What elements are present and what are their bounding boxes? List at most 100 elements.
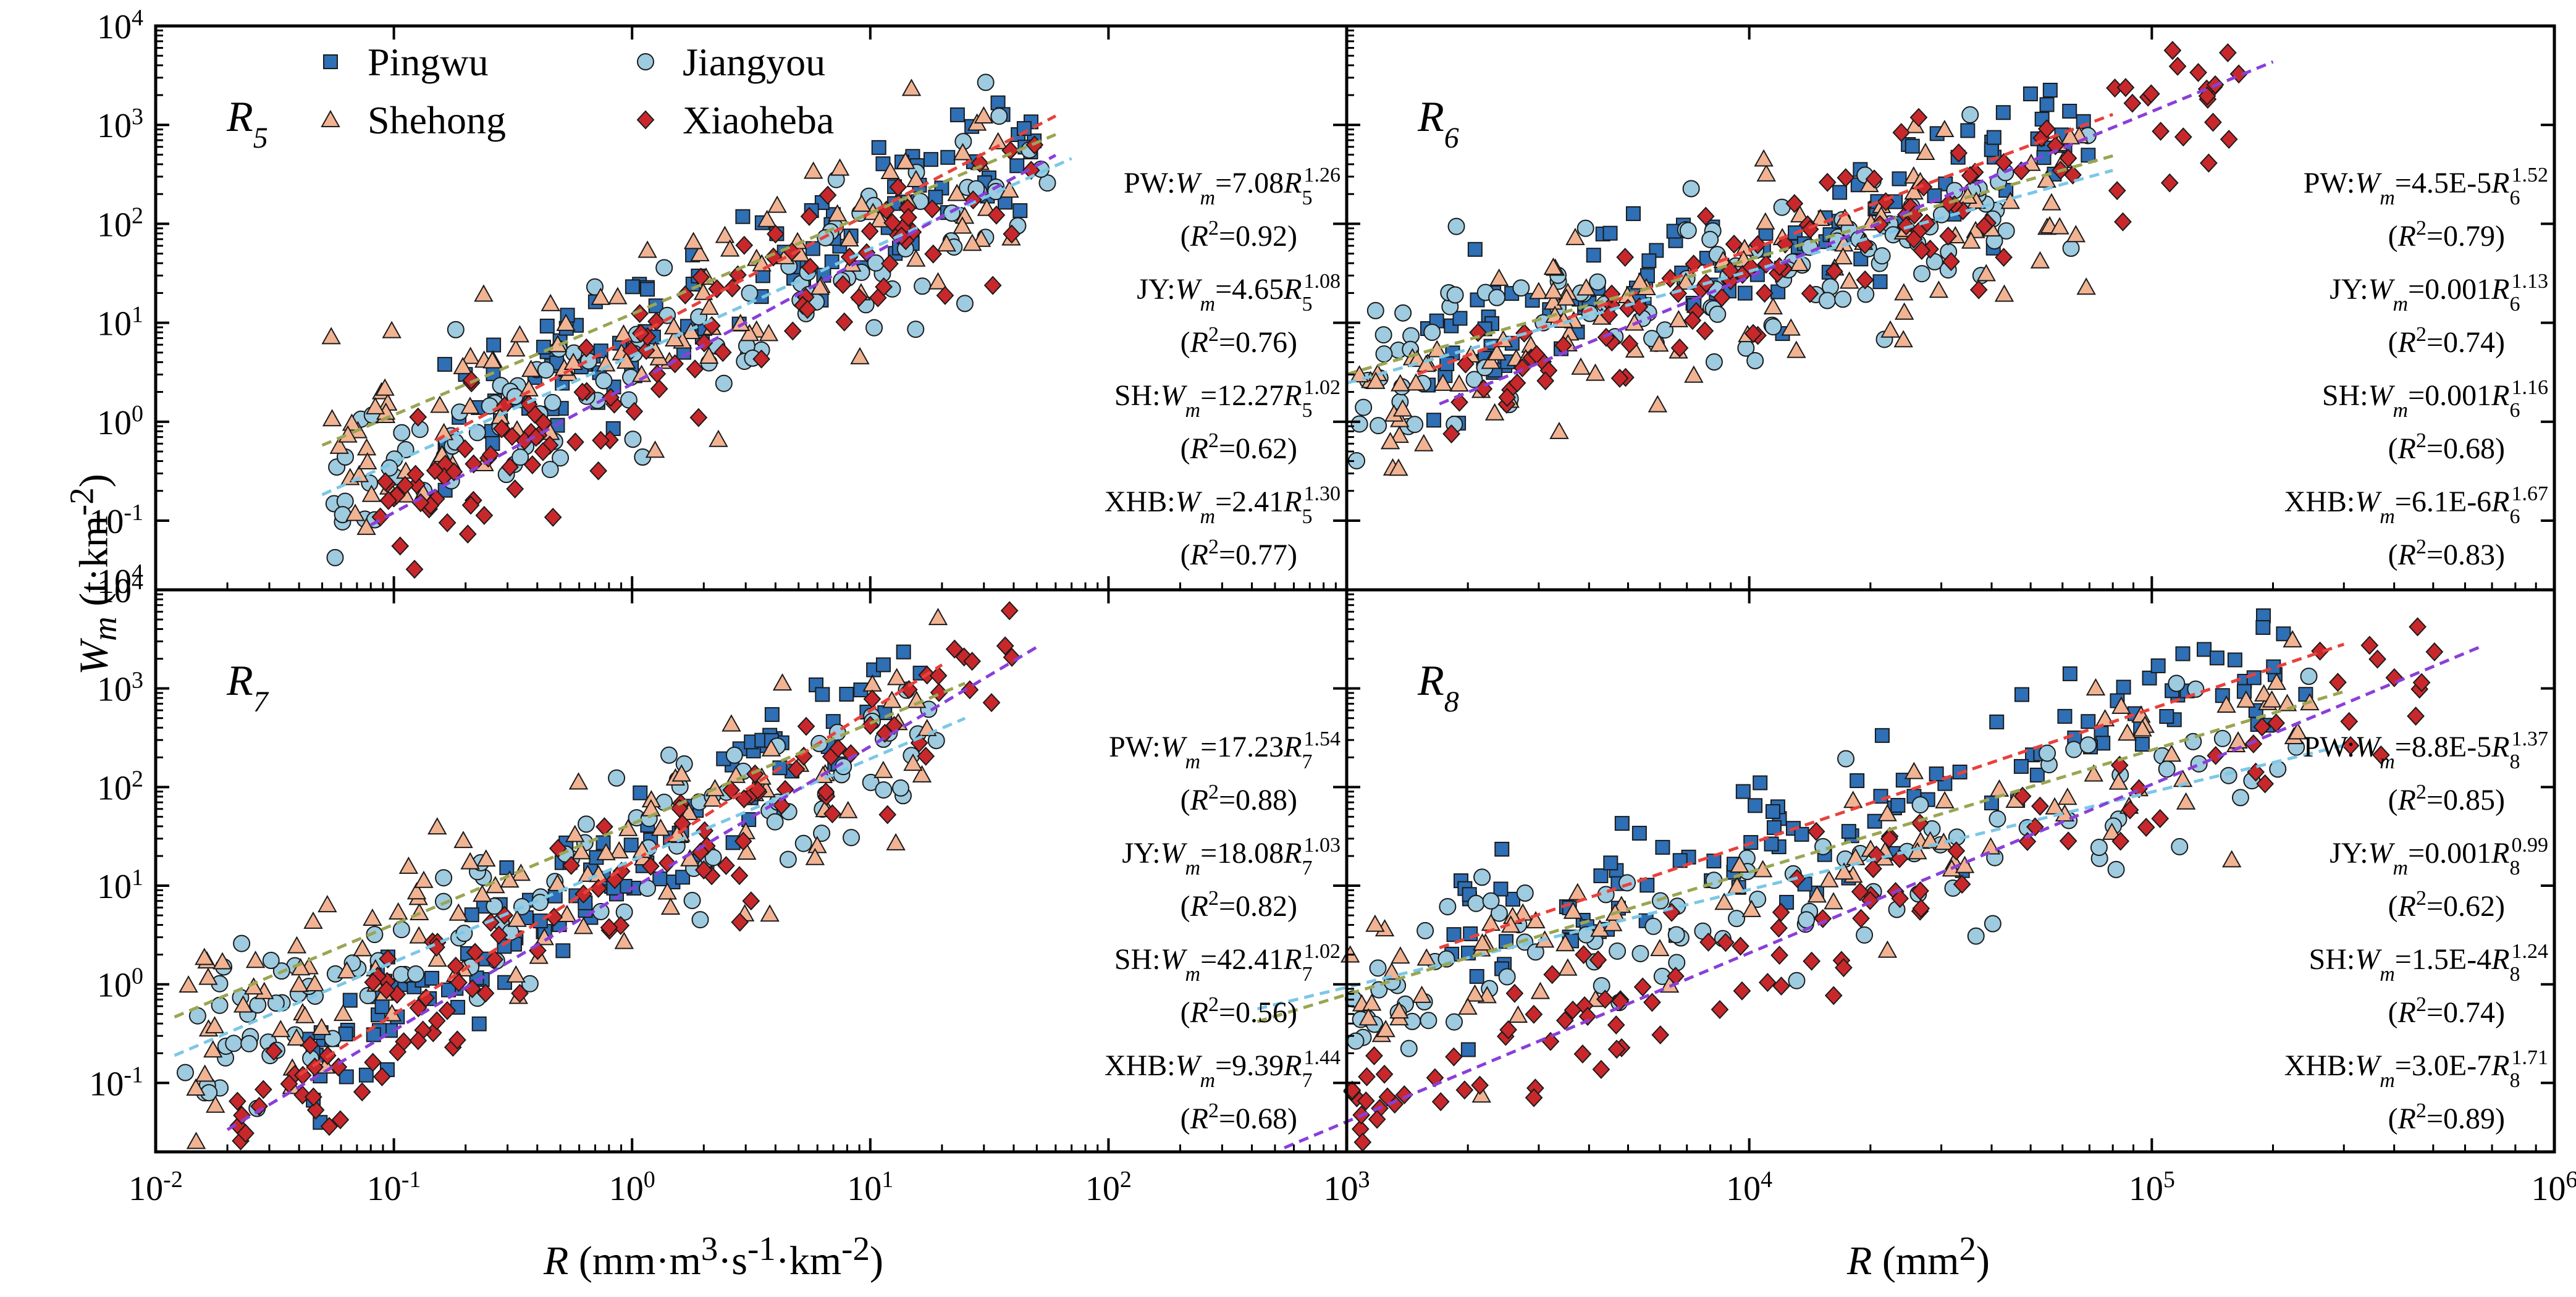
point-pw [2197, 642, 2212, 657]
x-tick-label: 101 [847, 1167, 893, 1208]
point-sh [363, 908, 382, 926]
r2-r: R [1190, 1102, 1208, 1135]
point-xhb [1995, 248, 2013, 267]
point-xhb [306, 1100, 325, 1120]
x-tick-base: 10 [1324, 1170, 1358, 1208]
point-jy [1416, 921, 1434, 939]
point-xhb [490, 925, 508, 945]
fit-coef: =8.8E-5 [2395, 731, 2491, 763]
point-xhb [730, 866, 749, 886]
point-jy [1526, 943, 1544, 961]
point-jy [1350, 415, 1368, 433]
point-xhb [2121, 800, 2139, 820]
fit-r: R [1283, 485, 1302, 518]
fit-prefix: PW: [1124, 167, 1176, 199]
point-xhb [2204, 112, 2222, 132]
point-xhb [1825, 261, 1843, 281]
r2-exp: 2 [2416, 781, 2427, 804]
point-pw [1439, 356, 1455, 371]
point-jy [1366, 301, 1384, 319]
point-sh [906, 169, 926, 187]
point-sh [287, 936, 307, 954]
point-sh [318, 895, 337, 913]
point-sh [427, 817, 447, 835]
r2-value: =0.88) [1219, 784, 1297, 816]
point-xhb [304, 1087, 322, 1107]
fit-r2-xhb: (R2=0.68) [1181, 1099, 1297, 1136]
legend-label-pingwu: Pingwu [368, 40, 489, 84]
point-xhb [2218, 43, 2237, 62]
point-sh [1406, 373, 1426, 391]
point-xhb [899, 680, 918, 699]
fit-r-sub: 5 [1302, 187, 1313, 209]
trend-line-pw [1416, 112, 2114, 376]
point-sh [2058, 787, 2077, 805]
point-xhb [1911, 881, 1929, 900]
point-jy [843, 829, 861, 847]
r2-r: R [2397, 1102, 2416, 1135]
r2-open: ( [2388, 1102, 2398, 1135]
fit-r2-xhb: (R2=0.89) [2388, 1099, 2505, 1136]
trend-line-sh [1346, 154, 2113, 376]
point-sh [382, 321, 402, 338]
point-sh [2228, 731, 2248, 749]
fit-w-sub: m [1200, 293, 1216, 316]
point-jy [537, 361, 555, 379]
fit-exp: 1.30 [1304, 482, 1341, 505]
point-jy [1369, 959, 1387, 977]
point-xhb [448, 1030, 466, 1050]
point-xhb [427, 1011, 446, 1031]
point-pw [342, 993, 358, 1008]
point-sh [186, 1131, 206, 1149]
point-xhb [800, 206, 819, 226]
point-sh [305, 974, 325, 992]
point-jy [1798, 911, 1816, 929]
point-xhb [438, 1001, 457, 1020]
point-jy [2065, 741, 2083, 758]
y-tick-exp: -1 [124, 500, 143, 526]
fit-r: R [1283, 1049, 1302, 1082]
point-jy [779, 850, 797, 868]
point-xhb [364, 1052, 382, 1072]
point-xhb [1837, 168, 1855, 188]
fit-exp: 1.26 [1304, 164, 1341, 187]
point-sh [1741, 899, 1762, 917]
point-xhb [1499, 1020, 1517, 1039]
point-xhb [2189, 62, 2207, 82]
point-jy [407, 965, 425, 983]
point-jy [1873, 247, 1891, 265]
y-tick-label: 104 [97, 569, 143, 610]
fit-exp: 1.67 [2512, 482, 2549, 505]
point-xhb [600, 918, 618, 938]
point-sh [703, 789, 723, 807]
point-xhb [650, 379, 668, 398]
r2-r: R [2397, 784, 2416, 816]
panel-title-subscript: 8 [1444, 686, 1459, 718]
fit-equation-sh: SH:Wm=1.5E-4R81.24 [2309, 940, 2548, 986]
r2-open: ( [1181, 784, 1190, 816]
panel-title-symbol: R [1417, 657, 1444, 705]
point-jy [176, 1064, 194, 1081]
point-xhb [2412, 673, 2431, 692]
point-pw [940, 149, 956, 165]
point-sh [206, 1095, 225, 1113]
point-jy [1834, 290, 1852, 308]
point-jy [579, 352, 597, 370]
point-pw [1737, 285, 1753, 301]
point-pw [1764, 836, 1779, 852]
point-xhb [1772, 976, 1790, 996]
point-xhb [1742, 258, 1761, 277]
point-xhb [1801, 283, 1819, 303]
point-pw [464, 907, 479, 923]
fit-r2-jy: (R2=0.62) [2388, 887, 2505, 923]
fit-prefix: JY: [2330, 837, 2368, 870]
point-pw [764, 707, 780, 722]
y-axis-label: Wm (t·km-2) [62, 474, 124, 675]
point-xhb [458, 524, 477, 544]
point-sh [2117, 723, 2137, 741]
point-xhb [1575, 945, 1593, 965]
point-pw [839, 687, 854, 702]
point-sh [1487, 343, 1507, 361]
point-jy [956, 295, 974, 313]
point-jy [392, 965, 410, 983]
